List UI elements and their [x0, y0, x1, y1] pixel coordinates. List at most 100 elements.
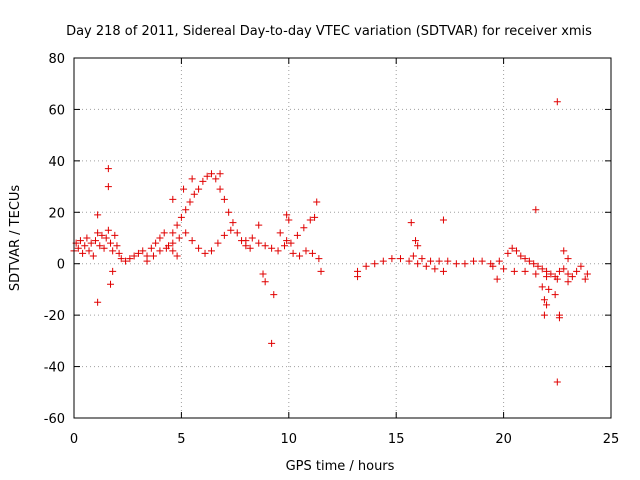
data-point: [233, 229, 241, 237]
data-point: [111, 231, 119, 239]
data-point: [98, 231, 106, 239]
data-point: [169, 247, 177, 255]
data-point: [180, 185, 188, 193]
data-point: [188, 175, 196, 183]
y-tick-label: 40: [48, 155, 65, 170]
data-point: [545, 285, 553, 293]
data-point: [489, 262, 497, 270]
data-point: [81, 242, 89, 250]
data-point: [532, 270, 540, 278]
data-point: [296, 252, 304, 260]
data-point: [427, 257, 435, 265]
data-point: [212, 175, 220, 183]
series-arc-afternoon: [242, 213, 323, 263]
data-point: [216, 185, 224, 193]
data-point: [388, 255, 396, 263]
data-point: [521, 267, 529, 275]
data-point: [169, 239, 177, 247]
data-point: [538, 283, 546, 291]
data-point: [409, 252, 417, 260]
data-point: [109, 267, 117, 275]
x-tick-label: 20: [495, 432, 512, 447]
data-point: [220, 231, 228, 239]
data-point: [362, 262, 370, 270]
data-point: [534, 262, 542, 270]
x-tick-label: 5: [177, 432, 185, 447]
y-tick-label: -60: [44, 412, 65, 427]
y-tick-label: 60: [48, 103, 65, 118]
series-arc-rising-peak: [169, 170, 254, 252]
data-point: [94, 229, 102, 237]
data-point: [214, 239, 222, 247]
data-point: [199, 177, 207, 185]
x-tick-label: 0: [70, 432, 78, 447]
data-point: [283, 237, 291, 245]
data-point: [418, 255, 426, 263]
data-point: [302, 247, 310, 255]
data-point: [564, 270, 572, 278]
data-point: [255, 239, 263, 247]
data-point: [156, 247, 164, 255]
data-point: [190, 190, 198, 198]
data-point: [248, 234, 256, 242]
data-point: [107, 239, 115, 247]
data-point: [379, 257, 387, 265]
data-point: [414, 242, 422, 250]
data-point: [149, 252, 157, 260]
y-axis-label: SDTVAR / TECUs: [8, 185, 23, 292]
data-point: [79, 249, 87, 257]
data-point: [525, 257, 533, 265]
data-point: [104, 165, 112, 173]
data-point: [160, 229, 168, 237]
data-point: [543, 273, 551, 281]
data-point: [115, 249, 123, 257]
data-point: [510, 267, 518, 275]
data-point: [188, 237, 196, 245]
data-point: [405, 257, 413, 265]
data-point: [274, 247, 282, 255]
y-tick-label: 0: [57, 258, 65, 273]
data-point: [500, 265, 508, 273]
data-point: [195, 244, 203, 252]
x-tick-label: 15: [388, 432, 405, 447]
data-point: [216, 170, 224, 178]
data-point: [553, 275, 561, 283]
data-point: [126, 255, 134, 263]
data-point: [422, 262, 430, 270]
data-point: [540, 311, 548, 319]
data-point: [89, 252, 97, 260]
data-point: [255, 221, 263, 229]
data-point: [564, 255, 572, 263]
data-point: [195, 185, 203, 193]
data-point: [152, 239, 160, 247]
y-tick-label: 20: [48, 206, 65, 221]
x-axis-ticks: 0 5 10 15 20 25: [70, 58, 619, 447]
data-point: [122, 257, 130, 265]
data-point: [162, 244, 170, 252]
data-point: [311, 213, 319, 221]
data-point: [396, 255, 404, 263]
data-point: [259, 270, 267, 278]
data-point: [300, 224, 308, 232]
data-point: [354, 273, 362, 281]
x-axis-label: GPS time / hours: [286, 459, 395, 474]
data-point: [414, 260, 422, 268]
data-point: [100, 244, 108, 252]
y-tick-label: 80: [48, 52, 65, 67]
data-point: [470, 257, 478, 265]
data-point: [504, 249, 512, 257]
data-point: [508, 244, 516, 252]
data-points: [70, 98, 591, 386]
data-point: [581, 275, 589, 283]
data-point: [560, 247, 568, 255]
data-point: [74, 244, 82, 252]
data-point: [169, 229, 177, 237]
data-point: [83, 234, 91, 242]
data-point: [281, 242, 289, 250]
data-point: [287, 239, 295, 247]
data-point: [308, 249, 316, 257]
data-point: [540, 296, 548, 304]
data-point: [169, 195, 177, 203]
data-point: [87, 239, 95, 247]
data-point: [283, 211, 291, 219]
